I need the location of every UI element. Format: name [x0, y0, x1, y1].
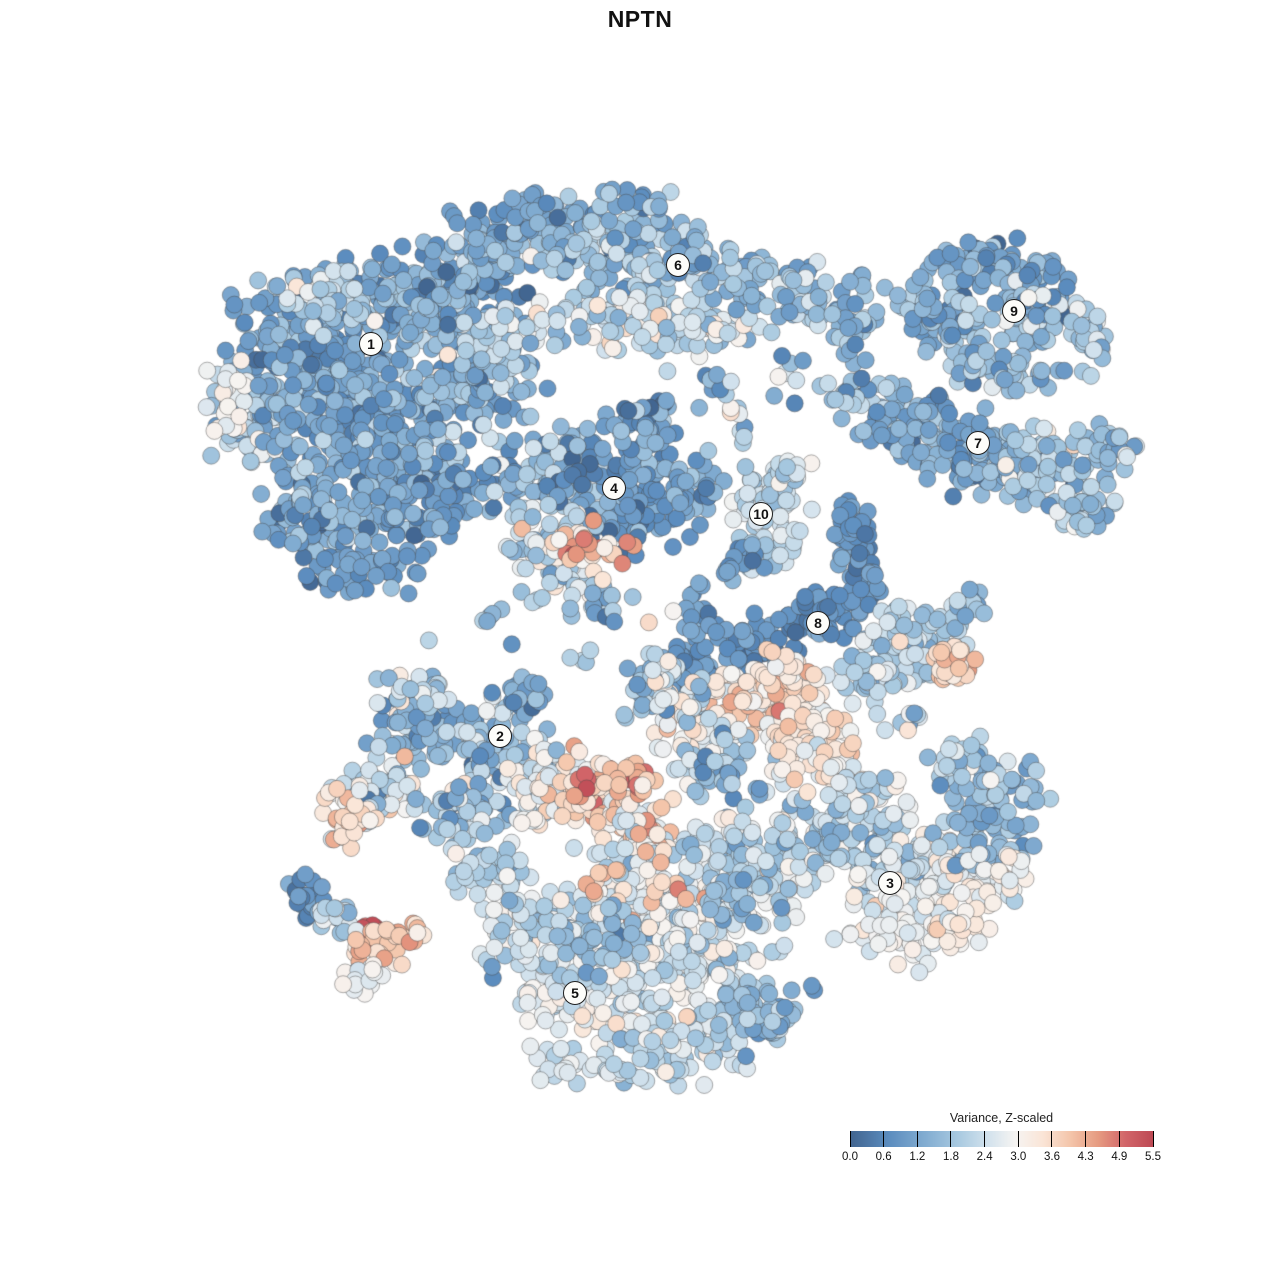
colorbar-legend: Variance, Z-scaled 0.0 0.6 1.2 1.8 2.4 3.0 3.6… — [842, 1111, 1161, 1163]
colorbar-tick-mark — [1152, 1131, 1154, 1147]
colorbar-tick-label: 2.4 — [976, 1151, 993, 1163]
cluster-label-10: 10 — [749, 502, 773, 526]
colorbar-tick-label: 3.0 — [1010, 1151, 1027, 1163]
cluster-label-6: 6 — [666, 253, 690, 277]
colorbar-tick-label: 0.6 — [875, 1151, 892, 1163]
colorbar-tick-mark — [950, 1131, 952, 1147]
colorbar-tick-mark — [1085, 1131, 1087, 1147]
cluster-label-5: 5 — [563, 981, 587, 1005]
cluster-label-2: 2 — [488, 724, 512, 748]
colorbar-tick-label: 4.3 — [1077, 1151, 1094, 1163]
cluster-label-3: 3 — [878, 871, 902, 895]
colorbar-tick-label: 4.9 — [1111, 1151, 1128, 1163]
cluster-label-7: 7 — [966, 431, 990, 455]
colorbar-tick-label: 1.2 — [909, 1151, 926, 1163]
colorbar-tick-mark — [1017, 1131, 1019, 1147]
colorbar-tick-mark — [916, 1131, 918, 1147]
cluster-label-1: 1 — [359, 332, 383, 356]
colorbar-tick-mark — [1051, 1131, 1053, 1147]
cluster-label-9: 9 — [1002, 299, 1026, 323]
colorbar-tick-mark — [984, 1131, 986, 1147]
colorbar-gradient — [849, 1131, 1154, 1147]
cluster-label-4: 4 — [602, 476, 626, 500]
colorbar-tick-label: 1.8 — [943, 1151, 959, 1163]
colorbar-tick-label: 3.6 — [1044, 1151, 1060, 1163]
colorbar-tick-mark — [849, 1131, 851, 1147]
colorbar-tick-label: 0.0 — [842, 1151, 858, 1163]
colorbar-tick-mark — [883, 1131, 885, 1147]
colorbar-title: Variance, Z-scaled — [949, 1111, 1054, 1125]
colorbar-tick-label: 5.5 — [1145, 1151, 1161, 1163]
cluster-label-8: 8 — [806, 611, 830, 635]
colorbar-tick-mark — [1118, 1131, 1120, 1147]
